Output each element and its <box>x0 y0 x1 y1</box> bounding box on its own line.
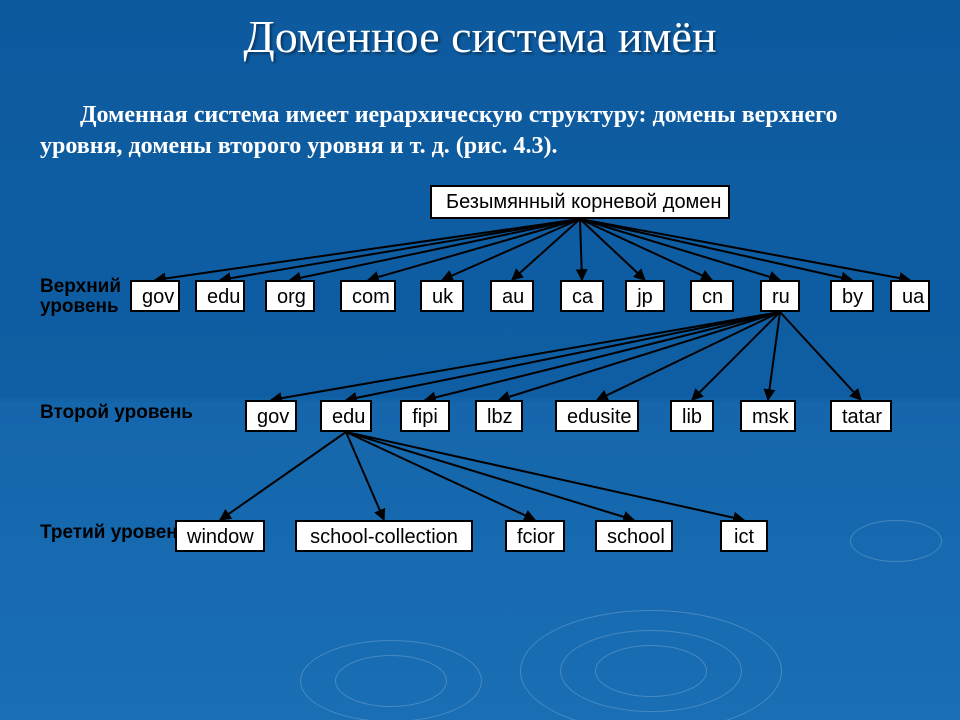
node-school: school <box>595 520 673 552</box>
edge-root-ru <box>580 219 780 280</box>
node-org: org <box>265 280 315 312</box>
node-tatar: tatar <box>830 400 892 432</box>
node-fcior: fcior <box>505 520 565 552</box>
node-com: com <box>340 280 396 312</box>
node-cn: cn <box>690 280 734 312</box>
node-edu2: edu <box>320 400 372 432</box>
node-fipi: fipi <box>400 400 450 432</box>
ripple-decoration <box>520 610 782 720</box>
node-window: window <box>175 520 265 552</box>
node-ict: ict <box>720 520 768 552</box>
edge-root-uk <box>442 219 580 280</box>
node-msk: msk <box>740 400 796 432</box>
intro-text-content: Доменная система имеет иерархическую стр… <box>40 102 837 159</box>
edge-root-edu <box>220 219 580 280</box>
node-by: by <box>830 280 874 312</box>
edge-edu2-ict <box>346 432 744 520</box>
edge-root-ua <box>580 219 910 280</box>
edge-root-by <box>580 219 852 280</box>
level-label-level3: Третий уровень <box>40 523 189 543</box>
node-edusite: edusite <box>555 400 639 432</box>
intro-text: Доменная система имеет иерархическую стр… <box>40 100 920 162</box>
edge-root-org <box>290 219 580 280</box>
node-schcol: school-collection <box>295 520 473 552</box>
node-ca: ca <box>560 280 604 312</box>
level-label-level1: Верхнийуровень <box>40 277 121 317</box>
edge-root-cn <box>580 219 712 280</box>
edge-ru-lbz <box>499 312 780 400</box>
node-gov2: gov <box>245 400 297 432</box>
edge-ru-gov2 <box>271 312 780 400</box>
edge-ru-lib <box>692 312 780 400</box>
edge-edu2-school <box>346 432 634 520</box>
ripple-decoration <box>560 630 742 712</box>
ripple-decoration <box>595 645 707 697</box>
edge-edu2-window <box>220 432 346 520</box>
edge-ru-fipi <box>425 312 780 400</box>
edge-ru-msk <box>768 312 780 400</box>
edge-root-jp <box>580 219 645 280</box>
edge-root-ca <box>580 219 582 280</box>
node-lib: lib <box>670 400 714 432</box>
node-lbz: lbz <box>475 400 523 432</box>
node-jp: jp <box>625 280 665 312</box>
level-label-level2: Второй уровень <box>40 403 193 423</box>
node-root: Безымянный корневой домен <box>430 185 730 219</box>
node-au: au <box>490 280 534 312</box>
node-edu: edu <box>195 280 245 312</box>
dns-hierarchy-diagram: Верхнийуровень Второй уровень Третий урове… <box>40 185 930 605</box>
edge-ru-tatar <box>780 312 861 400</box>
node-uk: uk <box>420 280 464 312</box>
edge-ru-edusite <box>597 312 780 400</box>
slide: Доменное система имён Доменная система и… <box>0 0 960 720</box>
ripple-decoration <box>300 640 482 720</box>
edge-root-au <box>512 219 580 280</box>
node-gov: gov <box>130 280 180 312</box>
edge-edu2-schcol <box>346 432 384 520</box>
edge-root-com <box>368 219 580 280</box>
edge-root-gov <box>155 219 580 280</box>
ripple-decoration <box>335 655 447 707</box>
edge-edu2-fcior <box>346 432 535 520</box>
node-ua: ua <box>890 280 930 312</box>
edge-ru-edu2 <box>346 312 780 400</box>
slide-title: Доменное система имён <box>0 10 960 63</box>
node-ru: ru <box>760 280 800 312</box>
